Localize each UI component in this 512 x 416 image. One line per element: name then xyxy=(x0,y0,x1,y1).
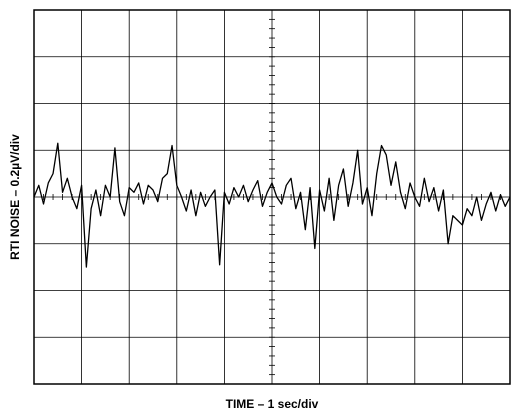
y-axis-label: RTI NOISE – 0.2µV/div xyxy=(8,134,22,260)
noise-trace xyxy=(33,142,511,268)
x-axis-label: TIME – 1 sec/div xyxy=(226,397,319,411)
